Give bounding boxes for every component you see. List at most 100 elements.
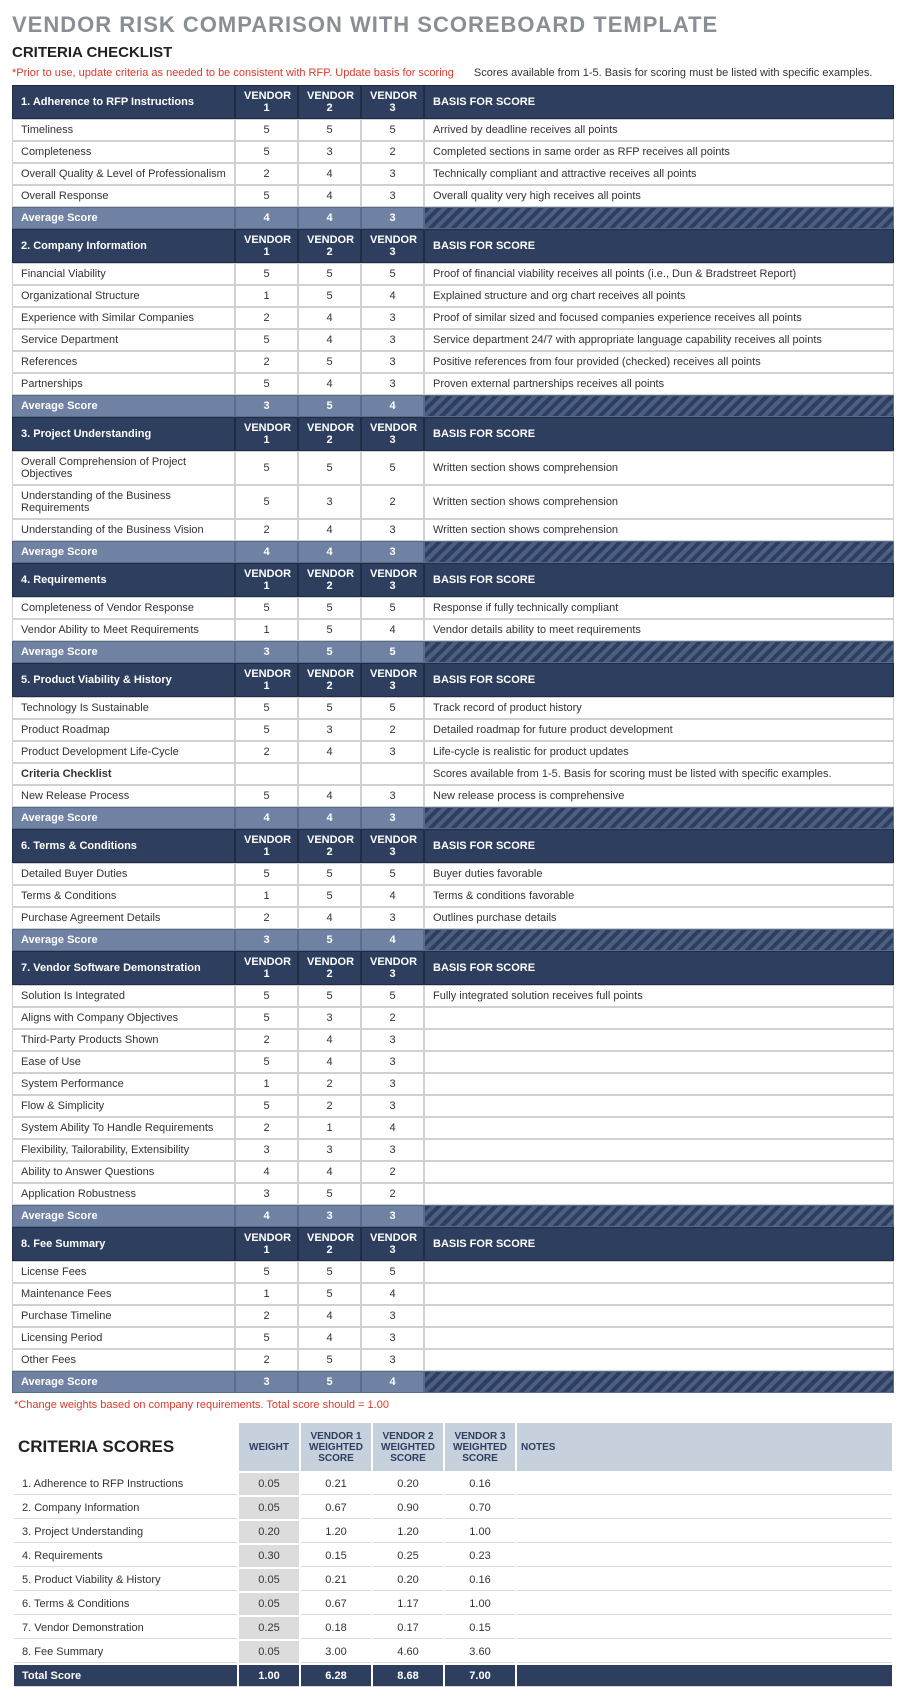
- score-v3: 3: [361, 373, 424, 395]
- col-basis: BASIS FOR SCORE: [424, 951, 894, 985]
- score-v2: 4: [298, 785, 361, 807]
- avg-v1: 4: [235, 1205, 298, 1227]
- score-v2: 5: [298, 1349, 361, 1371]
- score-weight: 0.05: [239, 1473, 299, 1495]
- col-v3: VENDOR 3: [361, 951, 424, 985]
- score-v1: 0.21: [301, 1473, 371, 1495]
- col-basis: BASIS FOR SCORE: [424, 663, 894, 697]
- col-v3: VENDOR 3: [361, 1227, 424, 1261]
- avg-hatch: [424, 1205, 894, 1227]
- score-v3: 5: [361, 863, 424, 885]
- score-v3: 3: [361, 307, 424, 329]
- criteria-label: Understanding of the Business Requiremen…: [12, 485, 235, 519]
- basis-text: [424, 1161, 894, 1183]
- score-v3: 5: [361, 985, 424, 1007]
- total-v1: 6.28: [301, 1665, 371, 1687]
- score-v1: 5: [235, 985, 298, 1007]
- score-v3: 3: [361, 329, 424, 351]
- score-v1: 1: [235, 885, 298, 907]
- section-title: 4. Requirements: [12, 563, 235, 597]
- criteria-label: Ease of Use: [12, 1051, 235, 1073]
- score-v2: 4: [298, 185, 361, 207]
- score-v2: 4: [298, 1327, 361, 1349]
- score-v3: 1.00: [445, 1521, 515, 1543]
- score-v2: 5: [298, 1183, 361, 1205]
- criteria-label: Detailed Buyer Duties: [12, 863, 235, 885]
- col-v1: VENDOR 1: [235, 85, 298, 119]
- avg-v2: 5: [298, 1371, 361, 1393]
- col-v3: VENDOR 3: [361, 563, 424, 597]
- score-v1: 0.18: [301, 1617, 371, 1639]
- avg-hatch: [424, 641, 894, 663]
- avg-hatch: [424, 929, 894, 951]
- score-v1: 5: [235, 485, 298, 519]
- avg-v3: 4: [361, 395, 424, 417]
- score-v2: 4: [298, 1029, 361, 1051]
- basis-text: [424, 1261, 894, 1283]
- criteria-label: Application Robustness: [12, 1183, 235, 1205]
- score-v2: 2: [298, 1073, 361, 1095]
- avg-v2: 5: [298, 929, 361, 951]
- score-v1: 2: [235, 1305, 298, 1327]
- col-v2: VENDOR 2: [298, 1227, 361, 1261]
- criteria-label: Product Development Life-Cycle: [12, 741, 235, 763]
- score-v3: 5: [361, 119, 424, 141]
- score-v2: 3: [298, 485, 361, 519]
- avg-v3: 4: [361, 1371, 424, 1393]
- basis-text: Positive references from four provided (…: [424, 351, 894, 373]
- score-v3: 3: [361, 1051, 424, 1073]
- score-v1: 5: [235, 141, 298, 163]
- score-v2: 5: [298, 597, 361, 619]
- score-v3: 5: [361, 597, 424, 619]
- avg-label: Average Score: [12, 1371, 235, 1393]
- basis-text: [424, 1117, 894, 1139]
- criteria-label: Understanding of the Business Vision: [12, 519, 235, 541]
- score-v2: 0.25: [373, 1545, 443, 1567]
- score-v1: 2: [235, 307, 298, 329]
- col-v3: VENDOR 3: [361, 85, 424, 119]
- basis-text: [424, 1349, 894, 1371]
- score-v3: 4: [361, 1117, 424, 1139]
- avg-label: Average Score: [12, 807, 235, 829]
- section-title: 6. Terms & Conditions: [12, 829, 235, 863]
- score-weight: 0.05: [239, 1593, 299, 1615]
- score-v3: 5: [361, 263, 424, 285]
- col-v1: VENDOR 1: [235, 563, 298, 597]
- criteria-scores-table: CRITERIA SCORES WEIGHT VENDOR 1 WEIGHTED…: [12, 1421, 894, 1689]
- score-v1: 0.21: [301, 1569, 371, 1591]
- score-v2: [298, 763, 361, 785]
- score-v3: 5: [361, 697, 424, 719]
- criteria-label: Flow & Simplicity: [12, 1095, 235, 1117]
- criteria-label: Service Department: [12, 329, 235, 351]
- score-v2: 5: [298, 885, 361, 907]
- col-v2: VENDOR 2: [298, 85, 361, 119]
- total-weight: 1.00: [239, 1665, 299, 1687]
- avg-v2: 4: [298, 207, 361, 229]
- basis-text: [424, 1029, 894, 1051]
- score-v3: 3: [361, 1305, 424, 1327]
- basis-text: [424, 1073, 894, 1095]
- score-v3: 3: [361, 185, 424, 207]
- score-weight: 0.20: [239, 1521, 299, 1543]
- basis-text: [424, 1139, 894, 1161]
- score-v1: 2: [235, 519, 298, 541]
- score-v3: 3: [361, 1073, 424, 1095]
- total-label: Total Score: [14, 1665, 237, 1687]
- avg-v1: 3: [235, 395, 298, 417]
- score-v1: 0.15: [301, 1545, 371, 1567]
- score-v2: 4: [298, 329, 361, 351]
- score-v3: 5: [361, 451, 424, 485]
- score-v1: 2: [235, 1029, 298, 1051]
- score-v2: 3: [298, 1139, 361, 1161]
- score-v1: 5: [235, 719, 298, 741]
- col-v3: VENDOR 3: [361, 229, 424, 263]
- score-v3: 0.23: [445, 1545, 515, 1567]
- criteria-label: System Performance: [12, 1073, 235, 1095]
- col-basis: BASIS FOR SCORE: [424, 829, 894, 863]
- score-v1: 0.67: [301, 1593, 371, 1615]
- criteria-label: Timeliness: [12, 119, 235, 141]
- criteria-label: Partnerships: [12, 373, 235, 395]
- criteria-label: Purchase Timeline: [12, 1305, 235, 1327]
- score-v2: 4: [298, 163, 361, 185]
- score-v1: 5: [235, 329, 298, 351]
